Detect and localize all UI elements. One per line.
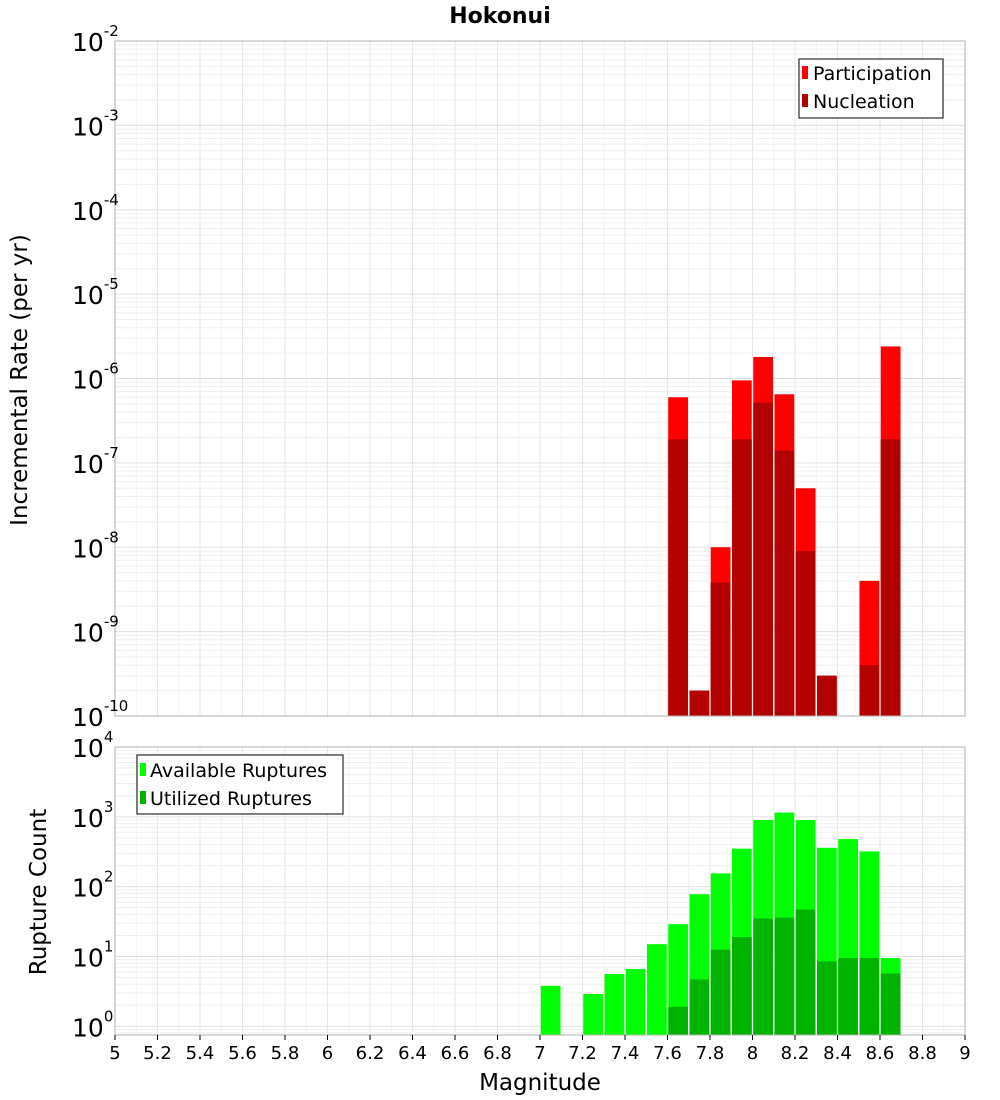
bottom-y-tick-label: 103	[72, 798, 113, 833]
top-y-tick-label: 10-10	[72, 697, 128, 732]
top-legend: Participation Nucleation	[798, 58, 944, 119]
nucleation-bar	[753, 402, 773, 716]
bottom-legend-box	[136, 754, 344, 815]
x-tick-label: 8.6	[866, 1043, 895, 1064]
available-bar	[625, 969, 646, 1035]
legend-swatch-participation	[802, 66, 808, 79]
x-axis-label: Magnitude	[479, 1070, 601, 1096]
x-tick-label: 7	[534, 1043, 545, 1064]
utilized-bar	[838, 958, 858, 1035]
x-tick-label: 6.2	[356, 1043, 385, 1064]
x-tick-label: 7.4	[611, 1043, 640, 1064]
utilized-bar	[753, 918, 773, 1035]
x-tick-label: 5.6	[228, 1043, 257, 1064]
top-y-tick-label: 10-3	[72, 106, 119, 141]
x-tick-label: 6.6	[441, 1043, 470, 1064]
top-y-axis-label: Incremental Rate (per yr)	[7, 234, 33, 526]
nucleation-bar	[817, 675, 837, 716]
top-plot-border	[114, 40, 966, 717]
nucleation-bar	[774, 450, 795, 716]
top-y-tick-label: 10-2	[72, 22, 119, 57]
legend-swatch-nucleation	[802, 94, 808, 107]
top-y-ticks: 10-10 10-9 10-8 10-7 10-6 10-5 10-4 10-3 10-2	[72, 22, 128, 732]
available-bar	[604, 974, 625, 1035]
x-tick-label: 9	[959, 1043, 970, 1064]
legend-label-nucleation: Nucleation	[813, 91, 915, 113]
nucleation-bar	[795, 551, 816, 716]
available-bar	[583, 993, 603, 1035]
x-tick-label: 8.8	[908, 1043, 937, 1064]
legend-swatch-utilized	[140, 791, 146, 804]
top-bars	[668, 346, 901, 716]
bottom-y-tick-label: 104	[72, 728, 113, 763]
x-tick-label: 6.8	[483, 1043, 512, 1064]
x-ticks: 5 5.2 5.4 5.6 5.8 6 6.2 6.4 6.6 6.8 7 7.2 7.4 7.6 7.8 8…	[109, 1035, 971, 1064]
available-bar	[647, 944, 667, 1035]
top-legend-box	[798, 58, 944, 119]
nucleation-bar	[859, 665, 880, 716]
bottom-y-tick-label: 100	[72, 1007, 113, 1042]
utilized-bar	[732, 936, 752, 1035]
x-tick-label: 6.4	[398, 1043, 427, 1064]
utilized-bar	[689, 979, 710, 1035]
top-y-tick-label: 10-4	[72, 191, 119, 226]
x-tick-label: 8	[747, 1043, 758, 1064]
top-y-tick-label: 10-9	[72, 613, 119, 648]
x-tick-label: 7.6	[653, 1043, 682, 1064]
bottom-y-tick-label: 102	[72, 868, 113, 903]
x-tick-label: 5.2	[143, 1043, 172, 1064]
utilized-bar	[817, 961, 837, 1035]
utilized-bar	[774, 917, 795, 1035]
nucleation-bar	[732, 439, 752, 716]
x-tick-label: 8.4	[823, 1043, 852, 1064]
utilized-bar	[710, 949, 731, 1035]
x-tick-label: 5	[109, 1043, 120, 1064]
legend-label-utilized: Utilized Ruptures	[150, 788, 312, 810]
bottom-y-tick-label: 101	[72, 937, 113, 972]
nucleation-bar	[689, 690, 710, 716]
legend-label-participation: Participation	[813, 63, 932, 85]
bottom-bars	[540, 812, 901, 1035]
bottom-legend: Available Ruptures Utilized Ruptures	[136, 754, 344, 815]
top-y-tick-label: 10-6	[72, 360, 119, 395]
utilized-bar	[668, 1006, 688, 1035]
utilized-bar	[859, 958, 880, 1035]
x-tick-label: 5.8	[271, 1043, 300, 1064]
bottom-y-ticks: 100 101 102 103 104	[72, 728, 113, 1042]
top-y-tick-label: 10-5	[72, 275, 119, 310]
x-tick-label: 6	[322, 1043, 333, 1064]
utilized-bar	[795, 909, 816, 1035]
chart-title: Hokonui	[449, 4, 551, 29]
nucleation-bar	[668, 439, 688, 716]
legend-label-available: Available Ruptures	[150, 760, 327, 782]
x-tick-label: 8.2	[781, 1043, 810, 1064]
nucleation-bar	[710, 582, 731, 716]
available-bar	[540, 985, 561, 1035]
top-plot: 10-10 10-9 10-8 10-7 10-6 10-5 10-4 10-3 10-2 In…	[7, 22, 966, 732]
x-tick-label: 5.4	[186, 1043, 215, 1064]
top-grid	[114, 41, 966, 717]
top-y-tick-label: 10-8	[72, 528, 119, 563]
bottom-plot: 100 101 102 103 104 5 5.2 5.4 5.6 5.8 6 6.2 6.4 6.6 6…	[26, 728, 971, 1096]
top-y-tick-label: 10-7	[72, 444, 119, 479]
utilized-bar	[880, 973, 901, 1035]
x-tick-label: 7.8	[696, 1043, 725, 1064]
legend-swatch-available	[140, 763, 146, 776]
x-tick-label: 7.2	[568, 1043, 597, 1064]
bottom-y-axis-label: Rupture Count	[26, 809, 52, 975]
nucleation-bar	[880, 439, 901, 716]
